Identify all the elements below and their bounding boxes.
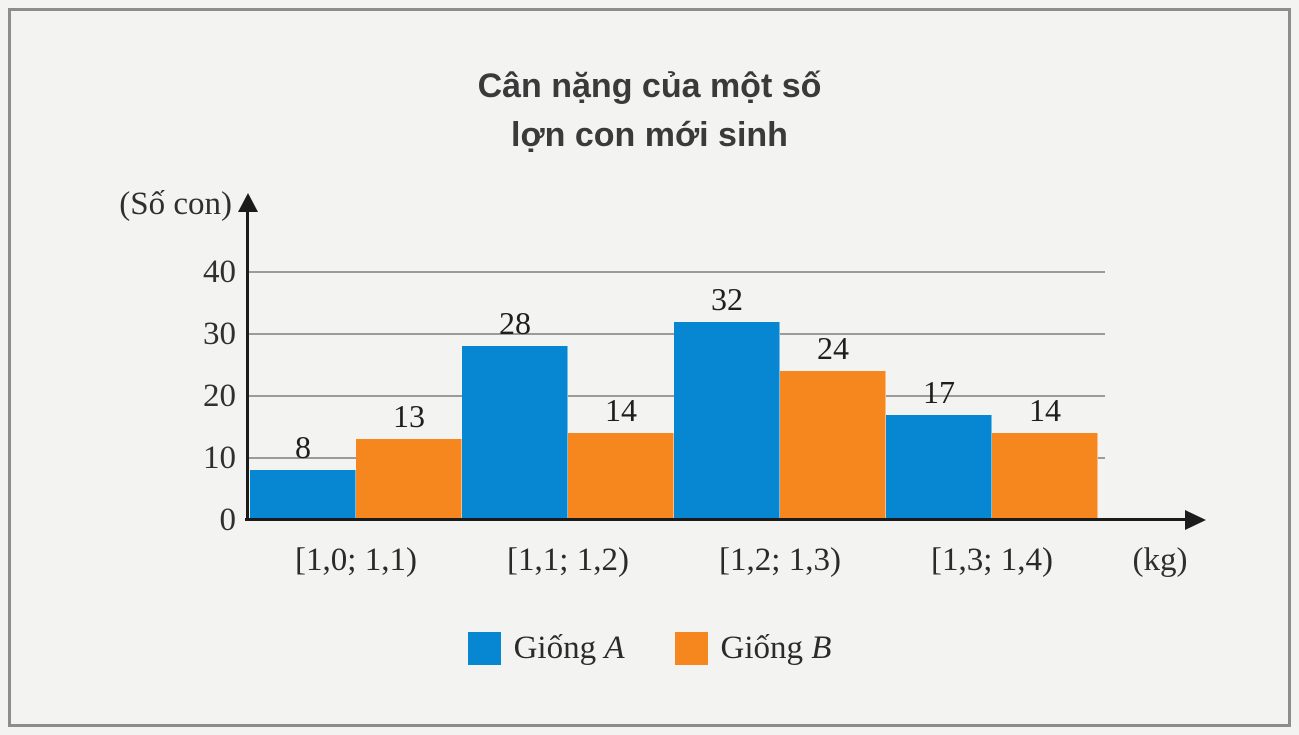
bar-value-label: 17 [923, 374, 955, 410]
y-tick-label-40: 40 [203, 254, 236, 290]
bar-a-2 [462, 346, 568, 520]
bar-value-label: 14 [605, 392, 637, 428]
category-label-1: [1,0; 1,1) [295, 542, 417, 578]
x-axis-arrow-icon [1185, 510, 1206, 530]
bar-a-3 [674, 322, 780, 520]
category-label-3: [1,2; 1,3) [719, 542, 841, 578]
chart-title: Cân nặng của một số lợn con mới sinh [0, 62, 1299, 161]
y-axis-arrow-icon [238, 193, 258, 212]
x-axis-unit-label: (kg) [1132, 542, 1188, 578]
y-tick-label-30: 30 [203, 316, 236, 352]
bar-a-1 [250, 470, 356, 520]
legend-swatch-giong-a [467, 632, 501, 665]
x-axis-line [245, 518, 1187, 521]
y-axis-label: (Số con) [119, 186, 232, 222]
bar-value-label: 28 [499, 305, 531, 341]
category-label-4: [1,3; 1,4) [931, 542, 1053, 578]
bar-value-label: 8 [295, 429, 311, 465]
bar-value-label: 14 [1029, 392, 1061, 428]
bar-value-label: 24 [817, 330, 849, 366]
chart-frame [8, 8, 1291, 727]
y-tick-label-0: 0 [219, 502, 237, 538]
legend-item-giong-a: Giống A [467, 630, 625, 667]
category-label-2: [1,1; 1,2) [507, 542, 629, 578]
gridline-40 [248, 271, 1105, 273]
bar-value-label: 13 [393, 398, 425, 434]
bar-b-4 [992, 433, 1098, 520]
legend-label-giong-a: Giống A [513, 630, 625, 666]
y-tick-label-10: 10 [203, 440, 236, 476]
legend: Giống A Giống B [0, 630, 1299, 667]
y-tick-label-20: 20 [203, 378, 236, 414]
legend-item-giong-b: Giống B [674, 630, 832, 667]
chart-title-line-1: Cân nặng của một số [477, 67, 822, 105]
bar-a-4 [886, 415, 992, 520]
bar-b-3 [780, 371, 886, 520]
bar-b-1 [356, 439, 462, 520]
legend-label-giong-b: Giống B [720, 630, 832, 666]
bar-b-2 [568, 433, 674, 520]
legend-swatch-giong-b [674, 632, 708, 665]
chart-title-line-2: lợn con mới sinh [511, 116, 788, 155]
y-axis-line [246, 208, 249, 521]
bar-value-label: 32 [711, 281, 743, 317]
